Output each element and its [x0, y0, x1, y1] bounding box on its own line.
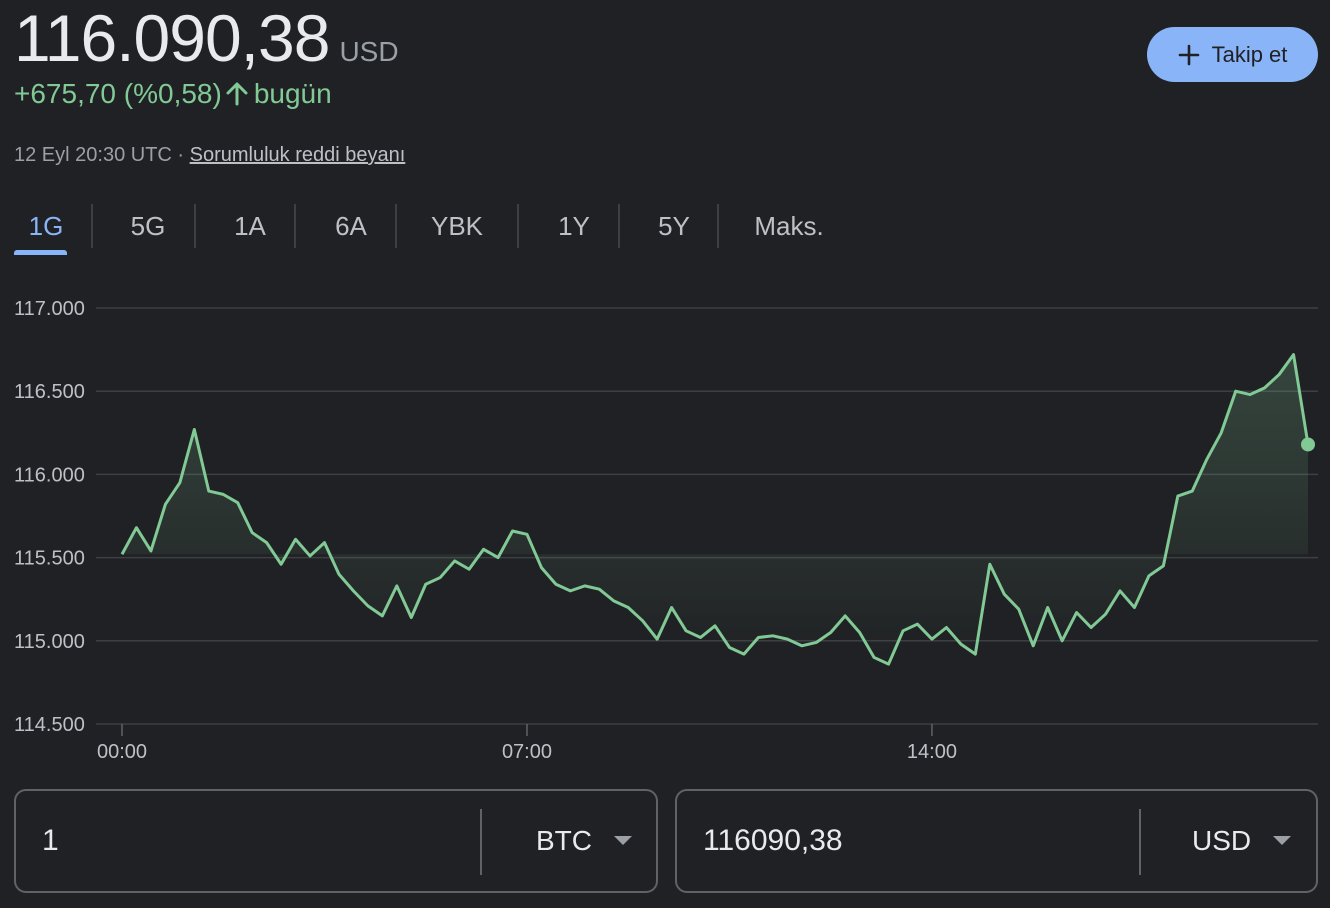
current-price: 116.090,38: [14, 1, 330, 75]
change-value: +675,70 (%0,58): [14, 78, 222, 109]
price-area: [122, 354, 1308, 665]
converter-divider: [480, 809, 482, 875]
plus-icon: [1178, 44, 1200, 66]
to-currency-label: USD: [1192, 825, 1252, 856]
follow-button-label: Takip et: [1211, 41, 1288, 67]
to-currency-select[interactable]: USD: [1192, 791, 1292, 891]
price-line: [120, 353, 1310, 666]
y-tick-label: 116.500: [14, 381, 85, 403]
tab-divider: [517, 204, 519, 248]
x-tick-label: 14:00: [907, 741, 957, 763]
tab-divider: [194, 204, 196, 248]
y-tick-label: 115.500: [14, 548, 85, 570]
converter-to: 116090,38 USD: [675, 789, 1318, 893]
tab-divider: [618, 204, 620, 248]
active-tab-indicator: [14, 250, 67, 255]
tab-1a[interactable]: 1A: [234, 210, 266, 241]
tab-1g[interactable]: 1G: [28, 210, 64, 241]
disclaimer-link[interactable]: Sorumluluk reddi beyanı: [189, 144, 406, 166]
from-currency-label: BTC: [536, 825, 592, 856]
price-currency: USD: [339, 36, 399, 67]
converter-from: 1 BTC: [14, 789, 658, 893]
change-period: bugün: [253, 78, 332, 109]
tab-5y[interactable]: 5Y: [658, 210, 690, 241]
x-tick-label: 07:00: [502, 741, 552, 763]
price-change: +675,70 (%0,58) bugün: [14, 78, 332, 110]
chevron-down-icon: [1273, 836, 1292, 846]
last-price-marker: [1301, 437, 1315, 452]
price-header: 116.090,38 USD: [14, 0, 399, 76]
tab-divider: [91, 204, 93, 248]
y-tick-label: 115.000: [14, 631, 85, 653]
from-amount-input[interactable]: 1: [42, 824, 59, 857]
timestamp: 12 Eyl 20:30 UTC ·: [14, 144, 190, 166]
from-currency-select[interactable]: BTC: [536, 791, 632, 891]
y-tick-label: 114.500: [14, 714, 85, 736]
follow-button[interactable]: Takip et: [1147, 27, 1318, 82]
y-tick-label: 116.000: [14, 464, 85, 486]
y-tick-label: 117.000: [14, 298, 85, 320]
tab-divider: [717, 204, 719, 248]
converter-divider: [1139, 809, 1141, 875]
chevron-down-icon: [614, 836, 632, 846]
tab-divider: [294, 204, 296, 248]
x-tick-label: 00:00: [97, 741, 147, 763]
tab-6a[interactable]: 6A: [335, 210, 367, 241]
tab-1y[interactable]: 1Y: [558, 210, 590, 241]
tab-divider: [395, 204, 397, 248]
quote-meta: 12 Eyl 20:30 UTC · Sorumluluk reddi beya…: [14, 144, 405, 167]
price-chart[interactable]: 117.000 116.500 116.000 115.500 115.000 114.5…: [0, 280, 1330, 780]
to-amount-input[interactable]: 116090,38: [703, 824, 843, 857]
tab-ybk[interactable]: YBK: [430, 210, 484, 241]
tab-5g[interactable]: 5G: [130, 210, 166, 241]
tab-maks[interactable]: Maks.: [754, 210, 824, 241]
arrow-up-icon: [224, 80, 250, 108]
